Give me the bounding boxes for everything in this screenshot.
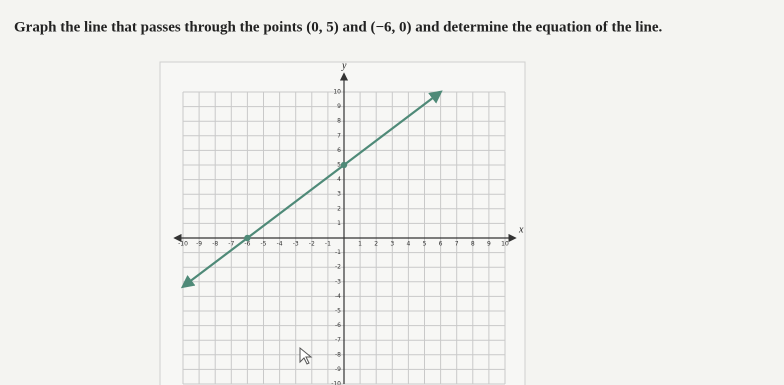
question: Graph the line that passes through the p… xyxy=(14,19,663,35)
x-tick-label: -9 xyxy=(196,241,202,248)
x-tick-label: -2 xyxy=(309,241,315,248)
y-tick-label: -4 xyxy=(335,293,341,300)
x-tick-label: -5 xyxy=(261,241,267,248)
y-tick-label: -7 xyxy=(335,337,341,344)
y-tick-label: -3 xyxy=(335,278,341,285)
x-axis-label: x xyxy=(518,224,524,235)
y-tick-label: -5 xyxy=(335,308,341,315)
y-tick-label: -8 xyxy=(335,351,341,358)
x-tick-label: 1 xyxy=(358,241,362,248)
x-tick-label: 7 xyxy=(455,241,459,248)
x-tick-label: -10 xyxy=(178,241,188,248)
y-tick-label: -10 xyxy=(331,381,341,385)
x-tick-label: 8 xyxy=(471,241,475,248)
x-tick-label: 5 xyxy=(423,241,427,248)
y-tick-label: -9 xyxy=(335,366,341,373)
point xyxy=(340,161,348,169)
cursor xyxy=(299,346,313,365)
line xyxy=(180,90,443,289)
y-tick-label: 10 xyxy=(333,89,341,96)
y-tick-label: -1 xyxy=(335,249,341,256)
x-tick-label: 4 xyxy=(406,241,410,248)
y-axis-label: y xyxy=(341,60,347,71)
x-tick-label: -7 xyxy=(228,241,234,248)
y-tick-label: 3 xyxy=(337,191,341,198)
y-tick-label: 2 xyxy=(337,205,341,212)
x-tick-label: 3 xyxy=(390,241,394,248)
y-tick-label: 6 xyxy=(337,147,341,154)
y-tick-label: 9 xyxy=(337,103,341,110)
x-tick-label: 6 xyxy=(439,241,443,248)
x-tick-label: -3 xyxy=(293,241,299,248)
y-tick-label: -2 xyxy=(335,264,341,271)
x-tick-label: 10 xyxy=(501,241,509,248)
x-tick-label: -8 xyxy=(212,241,218,248)
y-tick-label: 7 xyxy=(337,132,341,139)
y-tick-label: -6 xyxy=(335,322,341,329)
y-tick-label: 4 xyxy=(337,176,341,183)
y-tick-label: 1 xyxy=(337,220,341,227)
x-tick-label: -1 xyxy=(325,241,331,248)
x-tick-label: -6 xyxy=(244,241,250,248)
point xyxy=(244,234,251,242)
x-tick-label: 2 xyxy=(374,241,378,248)
y-tick-label: 8 xyxy=(337,118,341,125)
x-tick-label: -4 xyxy=(277,241,283,248)
x-tick-label: 9 xyxy=(487,241,491,248)
